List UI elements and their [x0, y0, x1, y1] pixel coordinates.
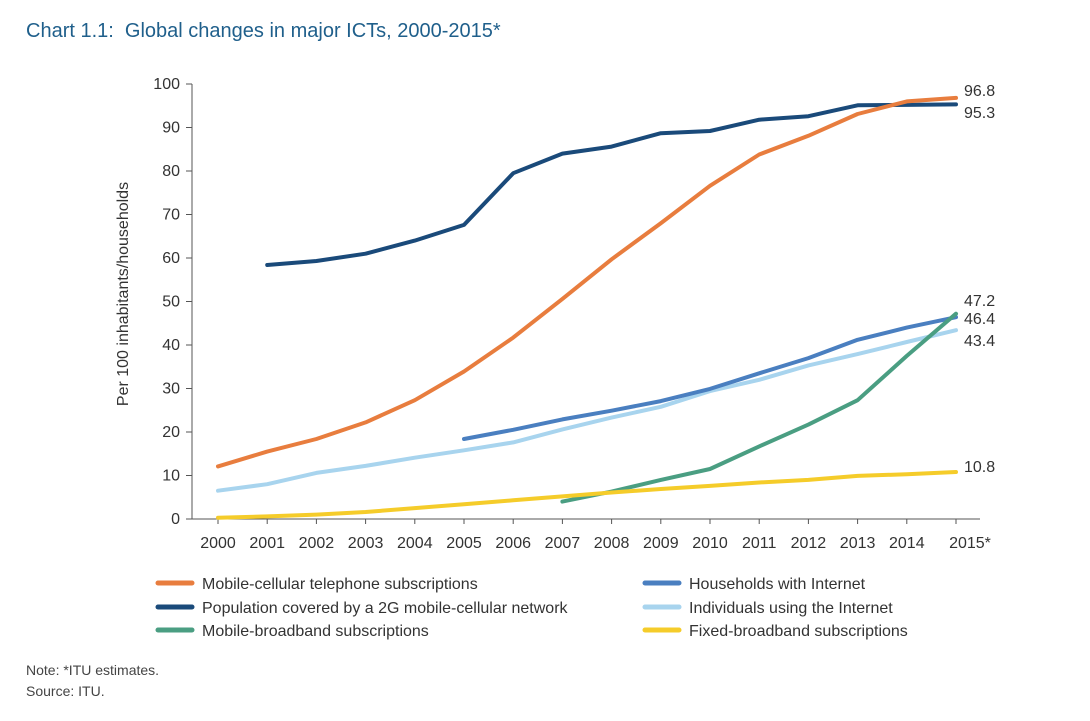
legend-item: Individuals using the Internet	[642, 600, 893, 617]
y-tick-label: 30	[162, 381, 180, 398]
series-line-fixed-broadband-subscriptions	[216, 470, 958, 520]
y-tick-label: 70	[162, 207, 180, 224]
y-axis-title: Per 100 inhabitants/households	[115, 182, 132, 406]
end-labels: 96.8 95.3 47.246.4 43.4 10.8	[964, 83, 995, 476]
x-tick-label: 2006	[495, 535, 531, 552]
legend-item: Fixed-broadband subscriptions	[642, 623, 908, 640]
y-tick-label: 40	[162, 337, 180, 354]
y-tick-label: 20	[162, 424, 180, 441]
end-value-label: 96.8	[964, 83, 995, 100]
legend-label: Mobile-broadband subscriptions	[202, 623, 429, 640]
x-tick-label: 2004	[397, 535, 433, 552]
end-value-label: 46.4	[964, 311, 995, 328]
legend-label: Population covered by a 2G mobile-cellul…	[202, 600, 569, 617]
end-value-label: 47.2	[964, 293, 995, 310]
legend: Mobile-cellular telephone subscriptions P…	[155, 576, 908, 640]
end-value-label: 43.4	[964, 333, 995, 350]
end-value-label: 95.3	[964, 105, 995, 122]
legend-label: Households with Internet	[689, 576, 866, 593]
x-tick-label: 2011	[742, 535, 777, 552]
x-tick-label: 2014	[889, 535, 925, 552]
series-line-households-with-internet	[462, 315, 958, 441]
x-tick-label: 2002	[299, 535, 335, 552]
legend-item: Households with Internet	[642, 576, 866, 593]
x-tick-label: 2013	[840, 535, 876, 552]
series-line-individuals-using-the-internet	[216, 328, 958, 493]
x-tick-label: 2000	[200, 535, 236, 552]
y-axis: 0 10 20 30 40 50 60 70 80 90 100	[153, 76, 193, 528]
y-tick-label: 90	[162, 120, 180, 137]
x-tick-label: 2009	[643, 535, 679, 552]
legend-label: Mobile-cellular telephone subscriptions	[202, 576, 478, 593]
end-value-label: 10.8	[964, 459, 995, 476]
series-line-mobile-broadband-subscriptions	[560, 311, 958, 504]
x-tick-label: 2003	[348, 535, 384, 552]
x-tick-label: 2001	[249, 535, 285, 552]
x-tick-label: 2007	[545, 535, 581, 552]
legend-item: Mobile-cellular telephone subscriptions	[155, 576, 478, 593]
note-text: Note: *ITU estimates.	[26, 662, 160, 678]
series-line-mobile-cellular-telephone-subscriptions	[216, 95, 958, 469]
y-tick-label: 0	[171, 511, 180, 528]
x-tick-label: 2010	[692, 535, 728, 552]
series-line-population-covered-by-a-2g-mobile-cellular-network	[265, 102, 958, 267]
y-tick-label: 100	[153, 76, 180, 93]
legend-label: Individuals using the Internet	[689, 600, 893, 617]
y-tick-label: 10	[162, 468, 180, 485]
chart-title: Chart 1.1: Global changes in major ICTs,…	[26, 20, 501, 42]
y-tick-label: 50	[162, 294, 180, 311]
series-lines	[216, 95, 958, 520]
x-axis: 2000 2001 2002 2003 2004 2005 2006 2007 2008 2009…	[192, 518, 991, 552]
x-tick-label: 2008	[594, 535, 630, 552]
legend-item: Population covered by a 2G mobile-cellul…	[155, 600, 569, 617]
y-tick-label: 80	[162, 163, 180, 180]
x-tick-label: 2005	[446, 535, 482, 552]
x-tick-label: 2012	[791, 535, 827, 552]
y-tick-label: 60	[162, 250, 180, 267]
legend-label: Fixed-broadband subscriptions	[689, 623, 908, 640]
x-tick-label: 2015*	[949, 535, 991, 552]
legend-item: Mobile-broadband subscriptions	[155, 623, 429, 640]
source-text: Source: ITU.	[26, 683, 105, 699]
